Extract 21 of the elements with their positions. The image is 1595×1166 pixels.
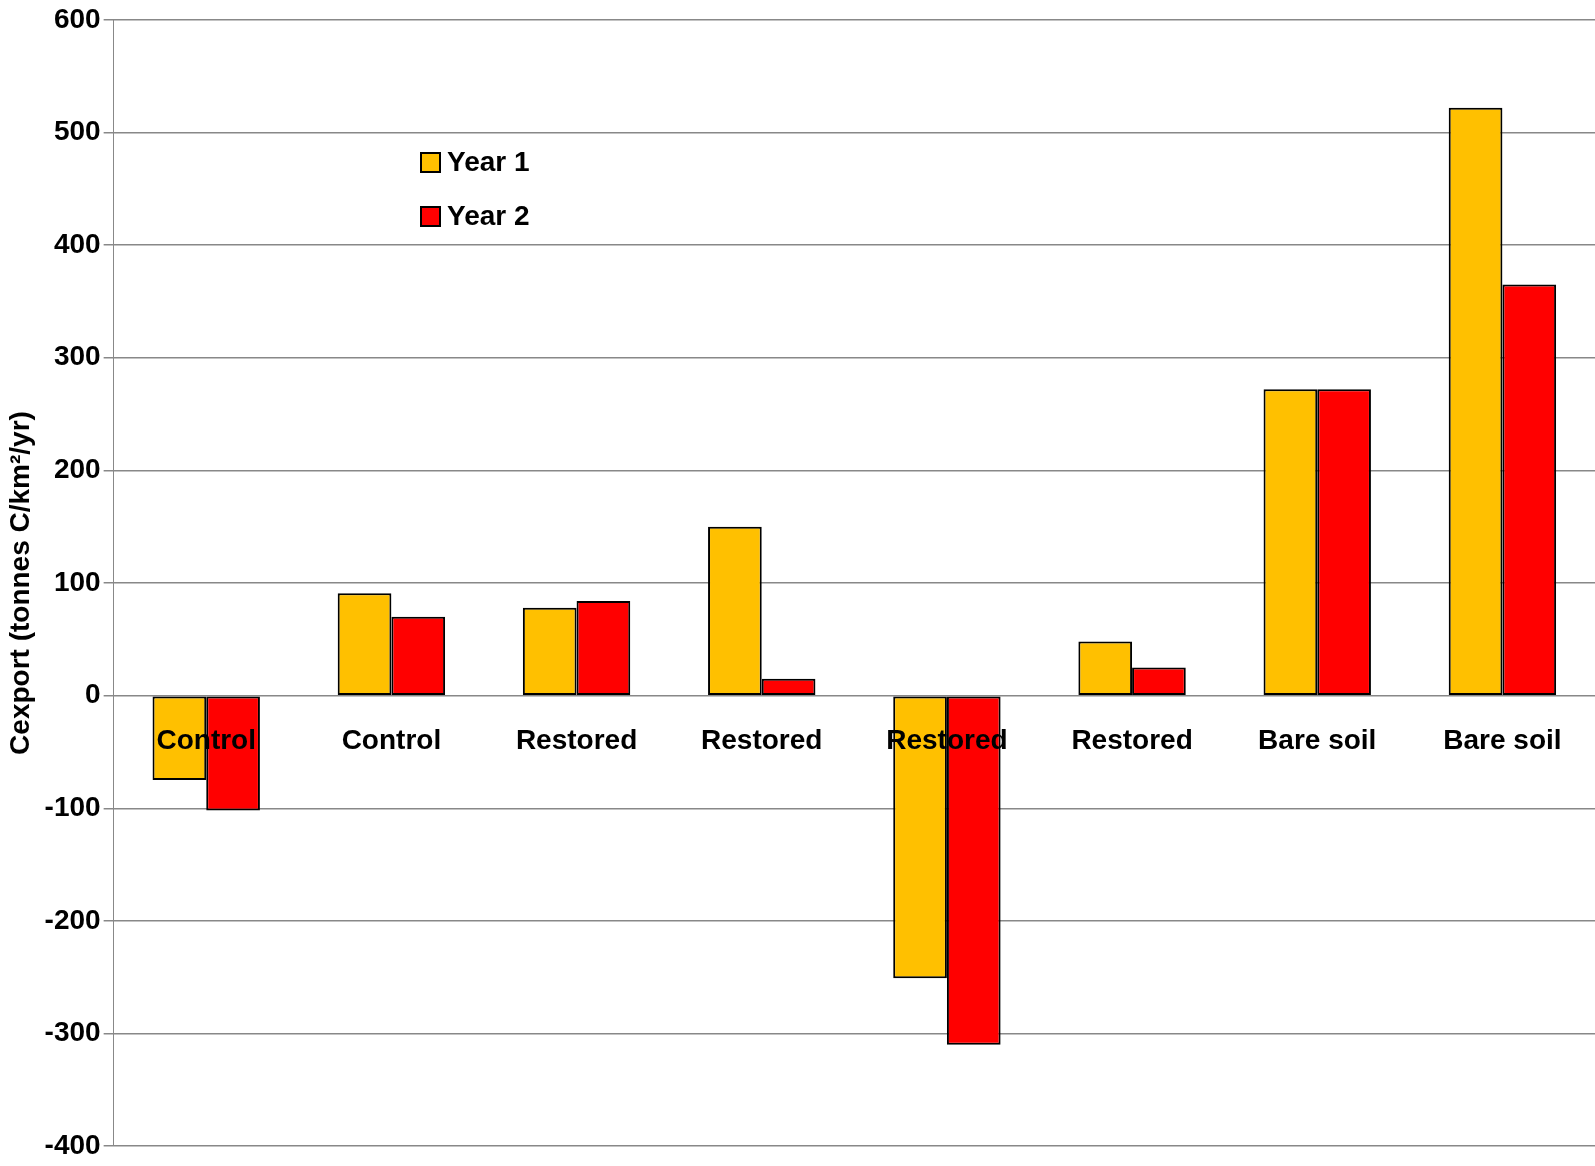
legend-label: Year 2 bbox=[447, 200, 530, 232]
x-tick-label: Bare soil bbox=[1258, 724, 1377, 756]
x-tick-label: Bare soil bbox=[1443, 724, 1562, 756]
y-tick-label: 400 bbox=[53, 227, 101, 259]
y-tick-label: 100 bbox=[53, 565, 101, 597]
x-tick-label: Control bbox=[341, 724, 442, 756]
y-tick-label: -400 bbox=[44, 1128, 101, 1160]
x-tick-label: Restored bbox=[701, 724, 823, 756]
y-tick-label: 200 bbox=[53, 453, 101, 485]
x-tick-label: Restored bbox=[886, 724, 1008, 756]
x-tick-label: Restored bbox=[1071, 724, 1193, 756]
y-tick-label: -100 bbox=[44, 791, 101, 822]
y-tick-label: -300 bbox=[44, 1016, 101, 1048]
y-tick-label: 0 bbox=[85, 678, 101, 710]
y-axis-title: Cexport (tonnes C/km²/yr) bbox=[3, 411, 35, 755]
y-tick-label: 500 bbox=[53, 115, 101, 147]
y-tick-label: 300 bbox=[53, 340, 101, 372]
y-tick-label: -200 bbox=[44, 903, 101, 935]
legend-label: Year 1 bbox=[447, 146, 530, 178]
x-tick-label: Restored bbox=[515, 724, 638, 756]
y-tick-label: 600 bbox=[53, 2, 101, 34]
